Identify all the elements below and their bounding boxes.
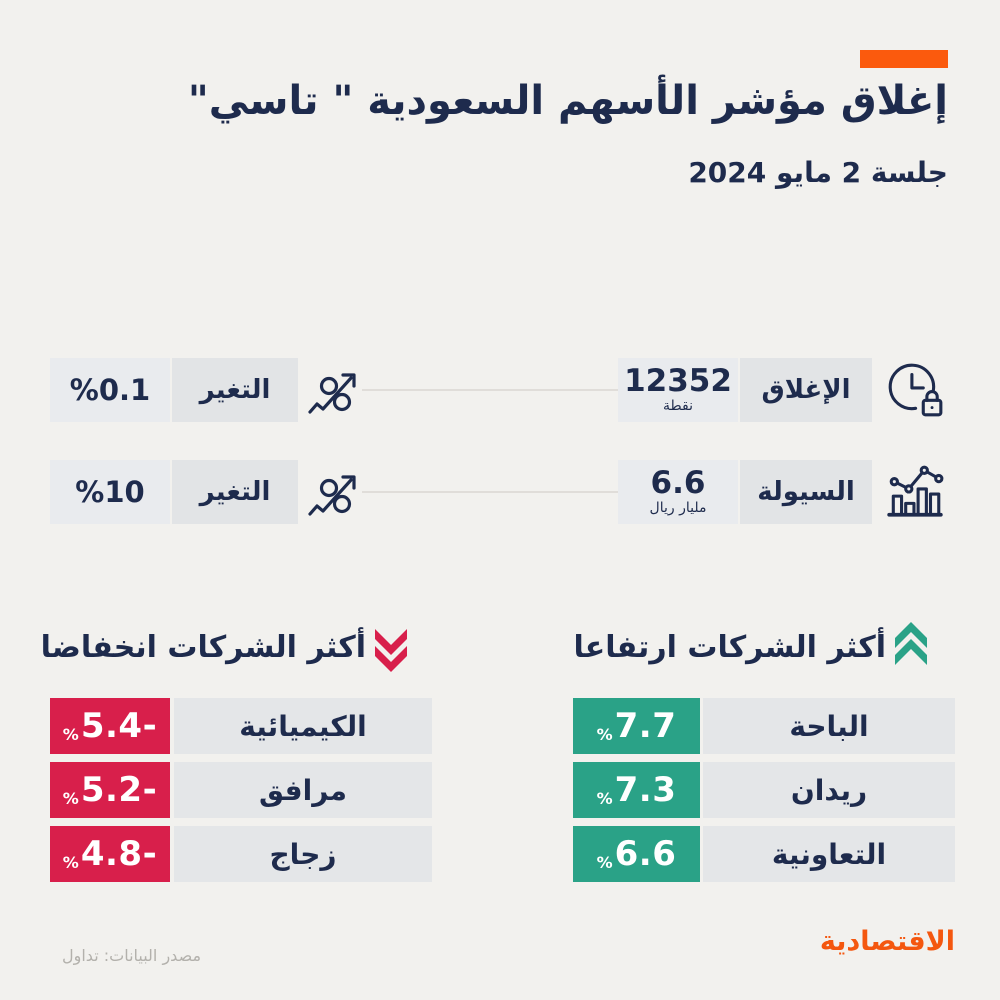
top-losers-title: أكثر الشركات انخفاضا: [40, 629, 366, 665]
change-value: %10: [50, 460, 170, 524]
connector-line: [362, 491, 618, 493]
top-gainers-header: أكثر الشركات ارتفاعا: [573, 620, 927, 674]
closing-value: 12352: [624, 363, 732, 400]
session-date: جلسة 2 مايو 2024: [688, 156, 948, 189]
gain-value: 7.7: [614, 706, 677, 746]
liquidity-value-box: 6.6 مليار ريال: [618, 460, 738, 524]
company-name: ريدان: [703, 762, 955, 818]
stat-row-closing: الإغلاق 12352 نقطة التغير %0.1: [0, 358, 1000, 422]
loser-row: زجاج % 4.8-: [50, 826, 432, 882]
percent-symbol: %: [62, 724, 79, 744]
gain-value: 7.3: [614, 770, 677, 810]
liquidity-unit: مليار ريال: [649, 499, 707, 516]
gain-value-box: % 6.6: [573, 826, 700, 882]
percent-symbol: %: [62, 852, 79, 872]
stat-row-liquidity: السيولة 6.6 مليار ريال التغير %10: [0, 460, 1000, 524]
percent-symbol: %: [596, 788, 613, 808]
percent-symbol: %: [62, 788, 79, 808]
closing-unit: نقطة: [663, 397, 693, 414]
loss-value-box: % 5.2-: [50, 762, 170, 818]
loss-value-box: % 4.8-: [50, 826, 170, 882]
double-chevron-up-icon: [895, 622, 927, 665]
brand-logo: الاقتصادية: [819, 926, 955, 957]
loser-row: الكيميائية % 5.4-: [50, 698, 432, 754]
gain-value: 6.6: [614, 834, 677, 874]
page-title: إغلاق مؤشر الأسهم السعودية " تاسي": [187, 78, 949, 124]
loss-value: 5.4: [80, 706, 143, 746]
closing-label: الإغلاق: [740, 358, 872, 422]
loser-row: مرافق % 5.2-: [50, 762, 432, 818]
loss-value-box: % 5.4-: [50, 698, 170, 754]
gain-value-box: % 7.7: [573, 698, 700, 754]
change-value: %0.1: [50, 358, 170, 422]
minus-sign: -: [142, 706, 158, 746]
loss-value: 5.2: [80, 770, 143, 810]
company-name: زجاج: [174, 826, 432, 882]
company-name: التعاونية: [703, 826, 955, 882]
clock-lock-icon: [884, 359, 946, 421]
liquidity-label: السيولة: [740, 460, 872, 524]
data-source: مصدر البيانات: تداول: [62, 946, 202, 965]
company-name: مرافق: [174, 762, 432, 818]
double-chevron-down-icon: [375, 629, 407, 672]
liquidity-value: 6.6: [650, 465, 706, 502]
percent-symbol: %: [596, 852, 613, 872]
gainer-row: ريدان % 7.3: [573, 762, 955, 818]
top-gainers-title: أكثر الشركات ارتفاعا: [573, 629, 886, 665]
percent-trend-icon: [306, 362, 362, 418]
minus-sign: -: [142, 770, 158, 810]
company-name: الكيميائية: [174, 698, 432, 754]
gainer-row: الباحة % 7.7: [573, 698, 955, 754]
change-label: التغير: [172, 358, 298, 422]
minus-sign: -: [142, 834, 158, 874]
percent-trend-icon: [306, 464, 362, 520]
closing-value-box: 12352 نقطة: [618, 358, 738, 422]
bar-line-chart-icon: [884, 461, 946, 523]
loss-value: 4.8: [80, 834, 143, 874]
change-label: التغير: [172, 460, 298, 524]
gain-value-box: % 7.3: [573, 762, 700, 818]
accent-bar: [860, 50, 948, 68]
company-name: الباحة: [703, 698, 955, 754]
gainer-row: التعاونية % 6.6: [573, 826, 955, 882]
percent-symbol: %: [596, 724, 613, 744]
top-losers-header: أكثر الشركات انخفاضا: [41, 620, 407, 674]
connector-line: [362, 389, 618, 391]
